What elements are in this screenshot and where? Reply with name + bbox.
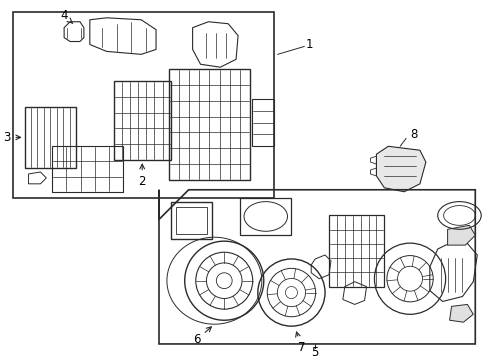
Bar [251,99,273,146]
Text: 7: 7 [295,332,305,354]
Polygon shape [448,305,472,322]
Text: 5: 5 [311,346,318,359]
Bar [52,146,123,192]
Polygon shape [376,146,425,192]
Text: 4: 4 [60,9,73,23]
Text: 2: 2 [138,164,145,188]
Bar [24,107,76,168]
Text: 1: 1 [305,38,312,51]
Bar [170,202,212,239]
Bar [240,198,291,235]
Text: 3: 3 [3,131,20,144]
Text: 8: 8 [409,128,417,141]
Text: 6: 6 [192,327,211,346]
Polygon shape [447,225,474,245]
Bar [113,81,170,160]
Bar [13,12,273,198]
Bar [328,216,384,287]
Bar [176,207,207,234]
Bar [168,69,249,180]
